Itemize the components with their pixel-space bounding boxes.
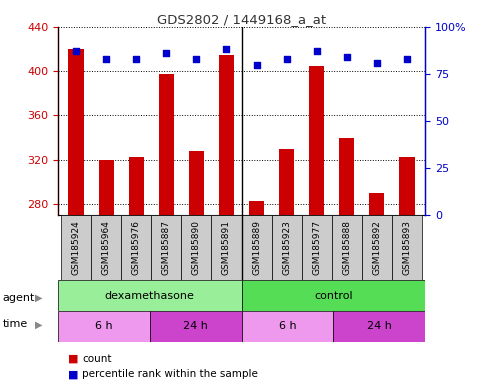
- Point: [403, 56, 411, 62]
- Text: time: time: [2, 319, 28, 329]
- Bar: [189, 151, 204, 215]
- FancyBboxPatch shape: [121, 215, 151, 280]
- FancyBboxPatch shape: [58, 311, 150, 342]
- Point: [162, 50, 170, 56]
- Text: GSM185889: GSM185889: [252, 220, 261, 275]
- Text: GSM185890: GSM185890: [192, 220, 201, 275]
- FancyBboxPatch shape: [392, 215, 422, 280]
- Point: [343, 54, 351, 60]
- Text: ▶: ▶: [35, 293, 43, 303]
- Text: ■: ■: [68, 354, 78, 364]
- FancyBboxPatch shape: [151, 215, 181, 280]
- Point: [193, 56, 200, 62]
- Text: GSM185977: GSM185977: [312, 220, 321, 275]
- Text: GSM185888: GSM185888: [342, 220, 351, 275]
- Bar: [99, 160, 114, 215]
- FancyBboxPatch shape: [212, 215, 242, 280]
- FancyBboxPatch shape: [61, 215, 91, 280]
- Text: GSM185976: GSM185976: [132, 220, 141, 275]
- Text: 6 h: 6 h: [95, 321, 113, 331]
- Text: GSM185893: GSM185893: [402, 220, 412, 275]
- Text: dexamethasone: dexamethasone: [105, 291, 195, 301]
- Point: [132, 56, 140, 62]
- Text: GSM185891: GSM185891: [222, 220, 231, 275]
- Bar: [159, 74, 174, 215]
- Text: GSM185924: GSM185924: [71, 220, 81, 275]
- Text: GDS2802 / 1449168_a_at: GDS2802 / 1449168_a_at: [157, 13, 326, 26]
- FancyBboxPatch shape: [242, 215, 271, 280]
- Bar: [249, 201, 264, 215]
- Text: 6 h: 6 h: [279, 321, 296, 331]
- Point: [223, 46, 230, 53]
- Bar: [339, 137, 355, 215]
- FancyBboxPatch shape: [150, 311, 242, 342]
- FancyBboxPatch shape: [271, 215, 302, 280]
- Text: ▶: ▶: [35, 319, 43, 329]
- Point: [313, 48, 321, 55]
- Point: [373, 60, 381, 66]
- Text: count: count: [82, 354, 112, 364]
- FancyBboxPatch shape: [91, 215, 121, 280]
- Bar: [69, 49, 84, 215]
- Text: 24 h: 24 h: [183, 321, 208, 331]
- Bar: [219, 55, 234, 215]
- Bar: [309, 66, 324, 215]
- Text: agent: agent: [2, 293, 35, 303]
- Text: percentile rank within the sample: percentile rank within the sample: [82, 369, 258, 379]
- Point: [102, 56, 110, 62]
- FancyBboxPatch shape: [242, 311, 333, 342]
- Bar: [399, 157, 414, 215]
- Point: [283, 56, 290, 62]
- FancyBboxPatch shape: [362, 215, 392, 280]
- Bar: [279, 149, 294, 215]
- Text: GSM185887: GSM185887: [162, 220, 171, 275]
- FancyBboxPatch shape: [333, 311, 425, 342]
- Bar: [369, 193, 384, 215]
- Text: control: control: [314, 291, 353, 301]
- Bar: [128, 157, 144, 215]
- Text: GSM185892: GSM185892: [372, 220, 382, 275]
- Text: GSM185964: GSM185964: [101, 220, 111, 275]
- Point: [72, 48, 80, 55]
- FancyBboxPatch shape: [242, 280, 425, 311]
- FancyBboxPatch shape: [332, 215, 362, 280]
- Text: 24 h: 24 h: [367, 321, 392, 331]
- Text: GSM185923: GSM185923: [282, 220, 291, 275]
- FancyBboxPatch shape: [58, 280, 242, 311]
- Text: ■: ■: [68, 369, 78, 379]
- FancyBboxPatch shape: [181, 215, 212, 280]
- Point: [253, 61, 260, 68]
- FancyBboxPatch shape: [302, 215, 332, 280]
